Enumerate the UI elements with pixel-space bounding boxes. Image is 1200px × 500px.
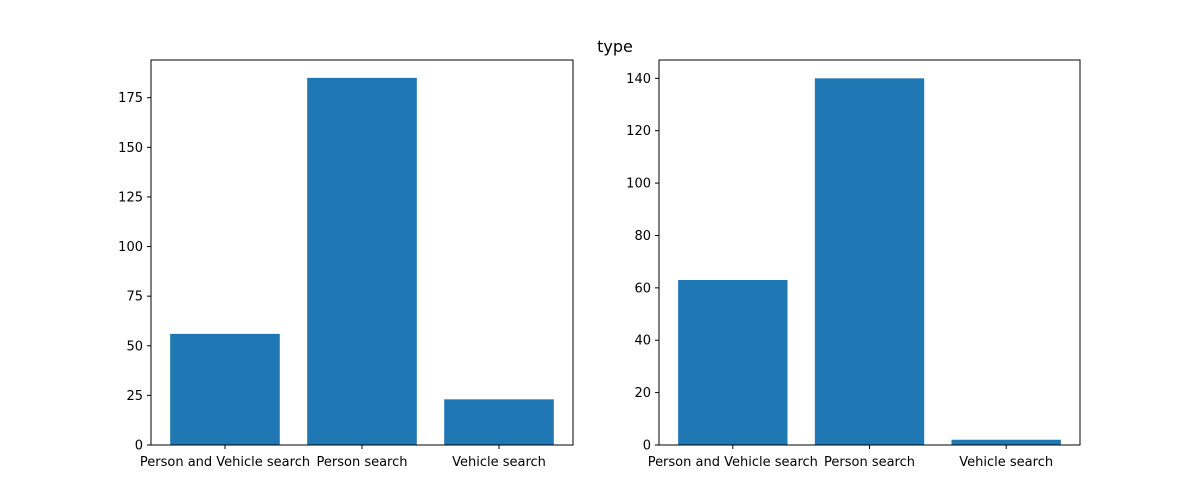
y-tick-label: 100	[626, 177, 651, 192]
y-tick-label: 80	[634, 229, 651, 244]
y-tick-label: 125	[118, 190, 143, 205]
x-tick-label: Person search	[317, 455, 408, 470]
y-tick-label: 0	[643, 439, 651, 454]
y-tick-label: 40	[634, 334, 651, 349]
y-tick-label: 25	[126, 389, 143, 404]
y-tick-label: 60	[634, 281, 651, 296]
bar	[307, 77, 417, 445]
bar	[951, 439, 1061, 445]
x-tick-label: Person and Vehicle search	[648, 455, 818, 470]
figure-suptitle: type	[597, 37, 633, 56]
y-tick-label: 100	[118, 240, 143, 255]
y-tick-label: 50	[126, 339, 143, 354]
bar	[678, 280, 788, 445]
y-tick-label: 140	[626, 72, 651, 87]
y-tick-label: 0	[135, 439, 143, 454]
bar	[814, 78, 925, 445]
x-tick-label: Person search	[824, 455, 915, 470]
y-tick-label: 20	[634, 386, 651, 401]
x-tick-label: Person and Vehicle search	[140, 455, 310, 470]
x-tick-label: Vehicle search	[452, 455, 546, 470]
bar	[170, 333, 280, 445]
left-chart-axes: 0 25 50 75 100 125 150 175 Person and Vehicle se…	[118, 59, 574, 470]
right-chart-axes: 0 20 40 60 80 100 120 140 Person and Vehicle sea…	[626, 59, 1081, 470]
x-tick-label: Vehicle search	[959, 455, 1053, 470]
y-tick-label: 75	[126, 290, 143, 305]
bar	[444, 399, 554, 445]
y-tick-label: 150	[118, 141, 143, 156]
y-tick-label: 175	[118, 91, 143, 106]
y-tick-label: 120	[626, 124, 651, 139]
